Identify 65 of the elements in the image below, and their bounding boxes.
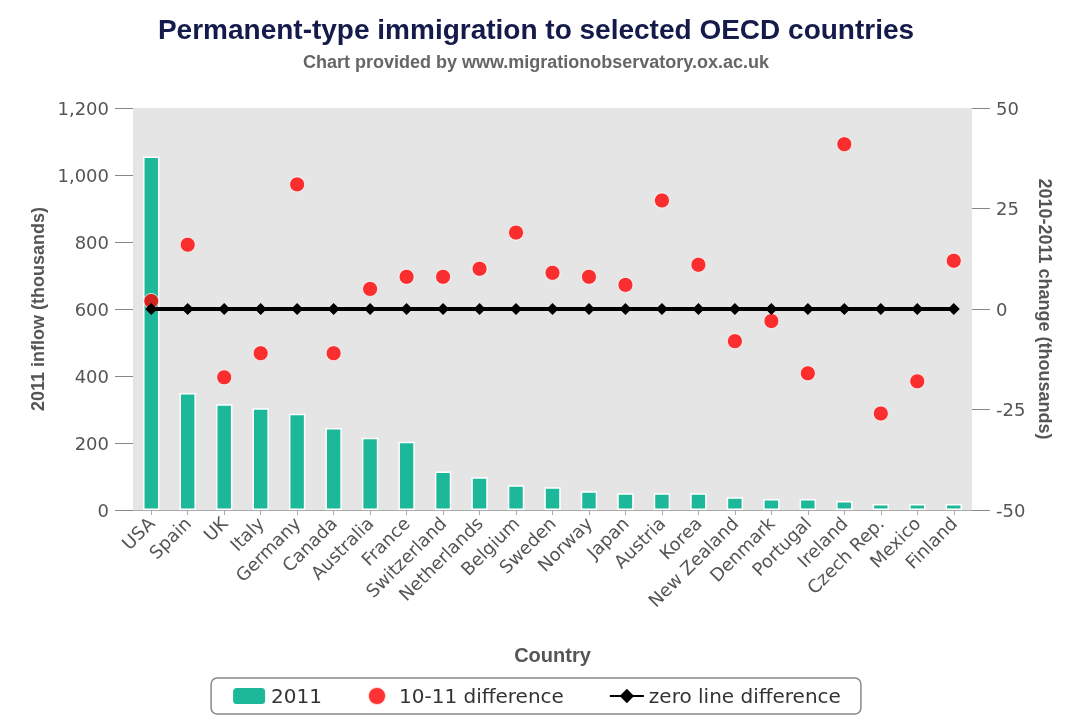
bar [325,427,342,510]
y2-tick-label: 25 [996,198,1019,219]
point [471,260,488,277]
point [252,345,269,362]
y-axis-title: 2011 inflow (thousands) [27,206,48,412]
point [435,268,452,285]
bar [544,487,561,510]
bar [215,404,233,510]
bar [726,497,744,510]
bar [179,393,196,510]
point [580,268,597,285]
point [216,369,233,386]
point [325,345,342,362]
legend-label: 10-11 difference [399,684,564,708]
bar [471,477,488,510]
point [544,264,561,281]
bar [580,491,598,510]
y2-tick-label: 0 [996,298,1008,320]
y2-tick-label: 50 [996,97,1019,119]
point [909,373,926,390]
bar [143,156,160,510]
bar [836,500,853,510]
legend-label: 2011 [271,684,322,708]
bar [398,441,415,510]
point [945,252,962,269]
point [763,313,780,330]
point [362,280,379,297]
bar [799,498,817,510]
point [289,176,306,193]
bar [617,493,634,510]
bar [945,503,962,510]
y-tick-label: 200 [74,432,109,454]
point [872,405,889,422]
point [398,268,415,285]
point [617,276,634,293]
point [726,333,743,350]
legend-label: zero line difference [648,684,841,708]
bar [763,498,780,510]
bar [690,493,707,510]
point [508,224,525,241]
bar [361,437,379,510]
y2-axis-title: 2010-2011 change (thousands) [1035,178,1056,440]
y2-tick-label: -50 [996,499,1026,521]
y-tick-label: 0 [97,499,109,521]
y-tick-label: 800 [74,231,109,253]
point [836,136,853,153]
bar [507,485,525,510]
y-tick-label: 600 [74,298,109,320]
bar [909,503,926,510]
bar [872,503,890,510]
point [653,192,670,209]
bar [653,493,671,510]
y2-tick-label: -25 [996,399,1026,420]
point [799,365,816,382]
bar [434,471,452,510]
point [179,236,196,253]
bar [288,413,306,510]
y-tick-label: 1,200 [57,97,109,119]
y-tick-label: 1,000 [57,164,109,186]
bar [252,408,269,510]
chart-subtitle: Chart provided by www.migrationobservatory.ox.ac.uk [302,52,771,72]
y-tick-label: 400 [74,365,109,387]
chart-title: Permanent-type immigration to selected OECD countries [157,13,915,45]
x-axis-title: Country [514,644,592,666]
point [690,256,707,273]
